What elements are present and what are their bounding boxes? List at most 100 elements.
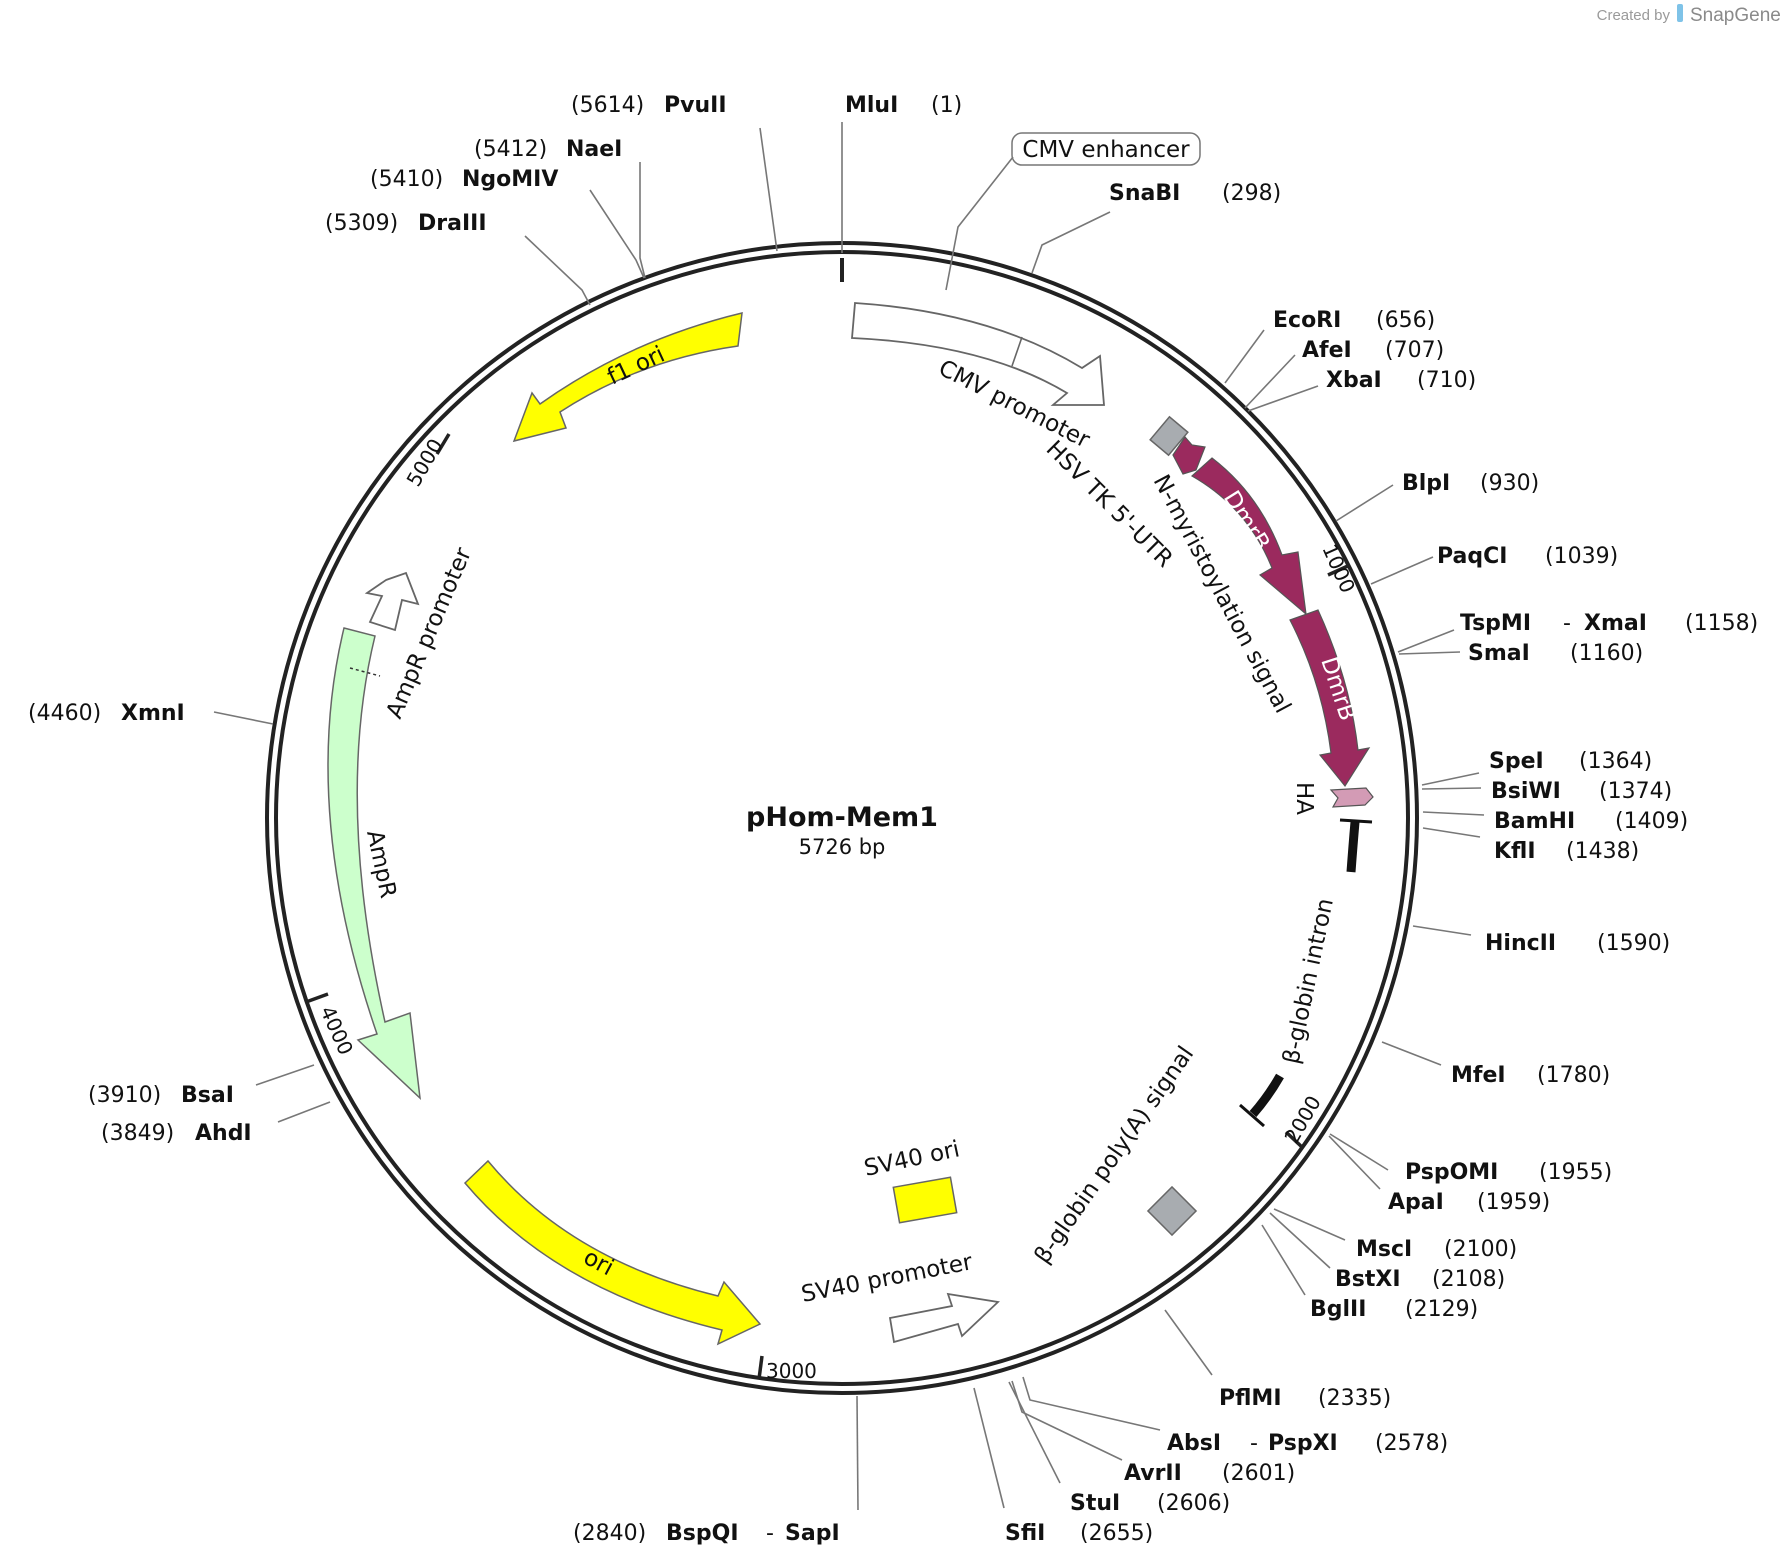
tick-4000 <box>305 992 329 1004</box>
enzyme-name: BsiWI <box>1491 779 1561 804</box>
leader-bstxi <box>1269 1212 1331 1269</box>
enzyme-name: MluI <box>845 93 898 118</box>
ampr-promoter-arrow <box>364 571 420 632</box>
enzyme-draiii: (5309) DraIII <box>325 211 487 236</box>
leader-bsiwi <box>1421 787 1482 790</box>
ampr-promoter-boundary <box>349 667 381 677</box>
leader-smai <box>1398 651 1461 655</box>
ampr-promoter-label: AmpR promoter <box>382 543 478 722</box>
enzyme-name: BlpI <box>1402 471 1450 496</box>
leader-pflmi <box>1164 1309 1213 1376</box>
enzyme-name-2: PspXI <box>1268 1431 1338 1456</box>
polya-gray-marker <box>1146 1185 1198 1237</box>
enzyme-name: AvrII <box>1124 1461 1182 1486</box>
enzyme-position: (710) <box>1417 368 1476 393</box>
enzyme-bspqi-sapi: (2840) BspQI - SapI <box>573 1521 840 1546</box>
enzyme-position: (5614) <box>571 93 644 118</box>
enzyme-name: NaeI <box>566 137 622 162</box>
intron-cap-top <box>1339 818 1373 824</box>
enzyme-msci: MscI (2100) <box>1356 1237 1517 1262</box>
leader-apai <box>1328 1135 1381 1190</box>
plasmid-size: 5726 bp <box>799 835 886 859</box>
leader-blpi <box>1335 484 1394 522</box>
cmv-enhancer-boundary <box>1011 336 1023 367</box>
leader-xbai <box>1247 385 1319 412</box>
leader-stui <box>1008 1381 1061 1484</box>
enzyme-name: XmnI <box>121 701 185 726</box>
enzyme-afei: AfeI (707) <box>1302 338 1444 363</box>
ori-arrow <box>463 1159 762 1346</box>
bglobin-polya-bar <box>1249 1073 1284 1117</box>
nmyr-arrow <box>1172 436 1206 475</box>
cmv-enhancer-box <box>1011 132 1201 166</box>
leader-snabi <box>1031 211 1111 274</box>
enzyme-name: AhdI <box>195 1121 252 1146</box>
ha-arrow <box>1329 787 1374 808</box>
enzyme-absi-pspxi: AbsI - PspXI (2578) <box>1167 1431 1448 1456</box>
enzyme-name: HincII <box>1485 931 1556 956</box>
enzyme-position: (1158) <box>1685 611 1758 636</box>
leader-absi <box>1022 1376 1161 1431</box>
enzyme-position: (1955) <box>1539 1160 1612 1185</box>
enzyme-name: SfiI <box>1005 1521 1045 1546</box>
leader-afei <box>1244 354 1296 409</box>
enzyme-xbai: XbaI (710) <box>1326 368 1476 393</box>
enzyme-position: (1374) <box>1599 779 1672 804</box>
leader-xmai <box>1397 629 1455 653</box>
f1-ori-arrow <box>512 312 743 443</box>
enzyme-pvuii: (5614) PvuII <box>571 93 727 118</box>
enzyme-position: (1409) <box>1615 809 1688 834</box>
enzyme-bglii: BglII (2129) <box>1310 1297 1478 1322</box>
nmyr-label: N-myristoylation signal <box>1148 471 1296 718</box>
enzyme-name: ApaI <box>1388 1190 1444 1215</box>
enzyme-avrii: AvrII (2601) <box>1124 1461 1295 1486</box>
tick-2000 <box>1284 1130 1305 1150</box>
enzyme-blpi: BlpI (930) <box>1402 471 1539 496</box>
enzyme-position: (2840) <box>573 1521 646 1546</box>
enzyme-name: PflMI <box>1219 1386 1282 1411</box>
leader-spei <box>1421 772 1480 786</box>
enzyme-position: (1590) <box>1597 931 1670 956</box>
enzyme-name: AbsI <box>1167 1431 1221 1456</box>
snapgene-logo-icon <box>1677 4 1683 22</box>
dmrb-2-arrow <box>1289 609 1371 788</box>
ha-label: HA <box>1291 782 1317 815</box>
leader-paqci <box>1370 556 1434 585</box>
leader-ngomiv <box>589 189 645 279</box>
cmv-enhancer-leader <box>945 156 1014 291</box>
tick-1000 <box>1327 563 1351 577</box>
enzyme-position: (2655) <box>1080 1521 1153 1546</box>
enzyme-position: (2335) <box>1318 1386 1391 1411</box>
enzyme-sfii: SfiI (2655) <box>1005 1521 1153 1546</box>
enzyme-name: BstXI <box>1335 1267 1401 1292</box>
leader-mfei <box>1381 1041 1442 1066</box>
enzyme-position: (5309) <box>325 211 398 236</box>
enzyme-mfei: MfeI (1780) <box>1451 1063 1610 1088</box>
leader-bamhi <box>1422 811 1485 816</box>
polya-cap <box>1239 1103 1265 1128</box>
enzyme-name: KflI <box>1494 839 1536 864</box>
enzyme-pspomi: PspOMI (1955) <box>1405 1160 1612 1185</box>
enzyme-name: BsaI <box>181 1083 234 1108</box>
enzyme-name: PspOMI <box>1405 1160 1498 1185</box>
enzyme-position: (4460) <box>28 701 101 726</box>
ampr-label: AmpR <box>361 828 401 901</box>
enzyme-ecori: EcoRI (656) <box>1273 308 1435 333</box>
tick-label-4000: 4000 <box>315 1002 358 1058</box>
enzyme-mlui: MluI (1) <box>845 93 962 118</box>
enzyme-smai: SmaI (1160) <box>1468 641 1643 666</box>
leader-bsai <box>255 1064 315 1086</box>
enzyme-name: TspMI <box>1460 611 1531 636</box>
leader-hincii <box>1412 925 1472 936</box>
credit-prefix: Created by <box>1597 7 1671 24</box>
enzyme-name: MfeI <box>1451 1063 1506 1088</box>
enzyme-hincii: HincII (1590) <box>1485 931 1670 956</box>
enzyme-position: (1364) <box>1579 749 1652 774</box>
enzyme-name: SnaBI <box>1109 181 1180 206</box>
bglobin-intron-label: β-globin intron <box>1278 896 1338 1066</box>
enzyme-name: BamHI <box>1494 809 1575 834</box>
enzyme-name: AfeI <box>1302 338 1352 363</box>
enzyme-name: MscI <box>1356 1237 1412 1262</box>
enzyme-name: PaqCI <box>1437 544 1507 569</box>
leader-sfii <box>973 1387 1005 1509</box>
